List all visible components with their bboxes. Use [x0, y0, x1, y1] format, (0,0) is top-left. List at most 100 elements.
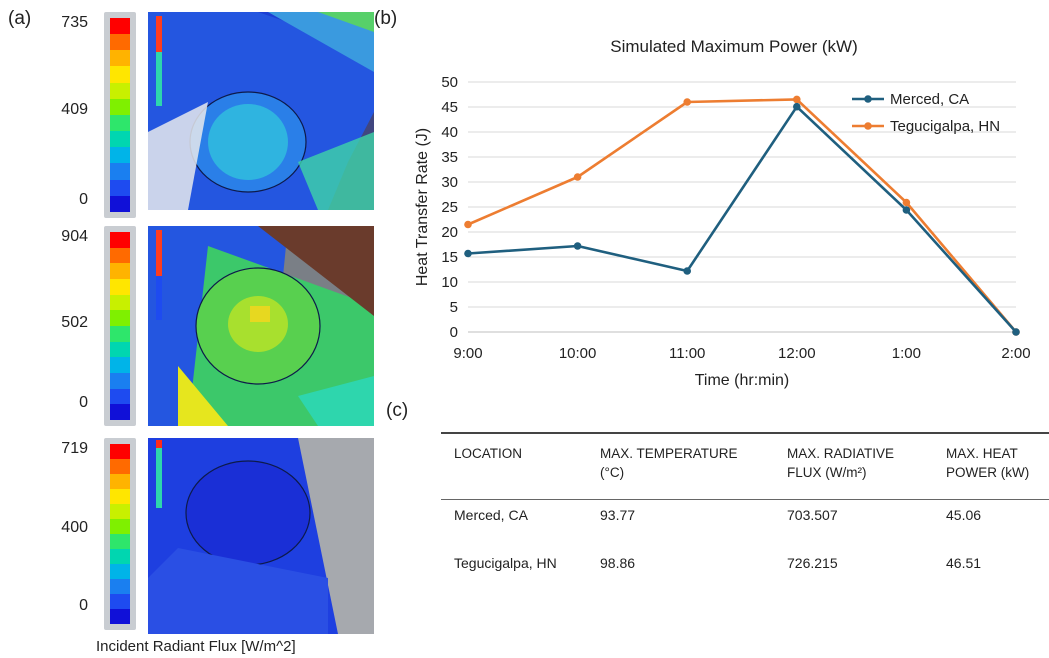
- data-point: [573, 173, 582, 181]
- header-line: FLUX (W/m²): [787, 465, 867, 480]
- y-tick-label: 0: [450, 324, 458, 341]
- data-point: [1012, 328, 1020, 336]
- simulation-render: [148, 226, 374, 426]
- scale-min-label: 0: [79, 597, 88, 614]
- legend-marker: [864, 95, 872, 103]
- colorbar-segments: [104, 12, 136, 212]
- colorbar-segment: [110, 341, 130, 358]
- colorbar-segment: [110, 114, 130, 132]
- table-top-rule: [441, 432, 1049, 434]
- legend-label: Merced, CA: [890, 91, 969, 108]
- data-point: [683, 98, 691, 106]
- colorbar-segment: [110, 534, 130, 549]
- legend-marker: [864, 122, 872, 130]
- x-tick-label: 1:00: [892, 345, 921, 362]
- scale-max-label: 719: [61, 440, 88, 457]
- y-tick-label: 15: [441, 249, 458, 266]
- colorbar-segment: [110, 564, 130, 579]
- colorbar-segment: [110, 579, 130, 594]
- header-line: (°C): [600, 465, 625, 480]
- colorbar-segment: [110, 34, 130, 51]
- colorbar-segment: [110, 404, 130, 420]
- scale-mid-label: 400: [61, 519, 88, 536]
- colorbar-segment: [110, 195, 130, 212]
- colorbar-segment: [110, 263, 130, 279]
- colorbar-segment: [110, 179, 130, 196]
- colorbar-segment: [110, 310, 130, 326]
- scale-mid-label: 409: [61, 101, 88, 118]
- y-tick-label: 10: [441, 274, 458, 291]
- series-line-merced: [467, 105, 1017, 333]
- colorbar-segment: [110, 325, 130, 342]
- colorbar-segment: [110, 549, 130, 564]
- colorbar-segments: [104, 226, 136, 420]
- colorbar-segment: [110, 147, 130, 164]
- cell-flux: 703.507: [787, 507, 838, 523]
- series-line-tegucigalpa: [467, 98, 1017, 333]
- scale-mid-label: 502: [61, 314, 88, 331]
- y-axis-label: Heat Transfer Rate (J): [414, 128, 431, 286]
- colorbar-segment: [110, 82, 130, 99]
- data-point: [902, 198, 911, 207]
- data-point: [573, 242, 582, 250]
- colorbar-segment: [110, 247, 130, 264]
- colorbar-segment: [110, 98, 130, 115]
- table-header-flux: MAX. RADIATIVE FLUX (W/m²): [787, 444, 894, 482]
- colorbar-segment: [110, 519, 130, 534]
- panel-label-c: (c): [386, 400, 409, 421]
- scale-min-label: 0: [79, 394, 88, 411]
- colorbar-segment: [110, 66, 130, 83]
- y-tick-label: 50: [441, 74, 458, 91]
- cell-location: Merced, CA: [454, 507, 528, 523]
- line-chart: 0 5 10 15 20 25 30 35 40 45 50 9:00 10:00 11:00 12:00 1…: [414, 37, 1031, 389]
- colorbar-segment: [110, 294, 130, 311]
- cell-power: 45.06: [946, 507, 982, 523]
- data-point: [464, 220, 472, 229]
- chart-title: Simulated Maximum Power (kW): [610, 37, 858, 56]
- colorbar: [104, 226, 136, 426]
- table-header-power: MAX. HEAT POWER (kW): [946, 444, 1029, 482]
- cell-location: Tegucigalpa, HN: [454, 555, 557, 571]
- colorbar-segment: [110, 609, 130, 624]
- cell-temperature: 93.77: [600, 507, 636, 523]
- colorbar: [104, 12, 136, 218]
- table-header-location: LOCATION: [454, 444, 522, 463]
- y-tick-label: 35: [441, 149, 458, 166]
- x-tick-label: 12:00: [778, 345, 816, 362]
- x-tick-label: 2:00: [1001, 345, 1030, 362]
- colorbar-segment: [110, 357, 130, 373]
- header-line: LOCATION: [454, 446, 523, 461]
- y-tick-label: 45: [441, 99, 458, 116]
- x-tick-label: 10:00: [559, 345, 597, 362]
- data-point: [793, 102, 801, 111]
- colorbar-segment: [110, 459, 130, 474]
- simulation-caption: Incident Radiant Flux [W/m^2]: [96, 638, 296, 655]
- y-tick-label: 20: [441, 224, 458, 241]
- x-tick-label: 9:00: [453, 345, 482, 362]
- colorbar-segment: [110, 232, 130, 248]
- colorbar-segment: [110, 474, 130, 489]
- colorbar-segment: [110, 278, 130, 295]
- panel-label-a: (a): [8, 8, 32, 29]
- simulation-render: [148, 12, 374, 210]
- colorbar-segment: [110, 388, 130, 405]
- header-line: MAX. TEMPERATURE: [600, 446, 738, 461]
- colorbar-segment: [110, 131, 130, 148]
- cell-temperature: 98.86: [600, 555, 636, 571]
- colorbar-segment: [110, 504, 130, 519]
- y-tick-label: 30: [441, 174, 458, 191]
- scale-min-label: 0: [79, 191, 88, 208]
- panel-label-b: (b): [374, 8, 398, 29]
- colorbar: [104, 438, 136, 630]
- legend-label: Tegucigalpa, HN: [890, 118, 1000, 135]
- colorbar-segment: [110, 163, 130, 180]
- table-header-rule: [441, 499, 1049, 500]
- y-tick-label: 5: [450, 299, 458, 316]
- colorbar-segment: [110, 594, 130, 609]
- scale-max-label: 735: [61, 14, 88, 31]
- header-line: MAX. HEAT: [946, 446, 1018, 461]
- x-tick-label: 11:00: [669, 345, 705, 362]
- colorbar-segments: [104, 438, 136, 624]
- cell-flux: 726.215: [787, 555, 838, 571]
- data-point: [793, 95, 801, 104]
